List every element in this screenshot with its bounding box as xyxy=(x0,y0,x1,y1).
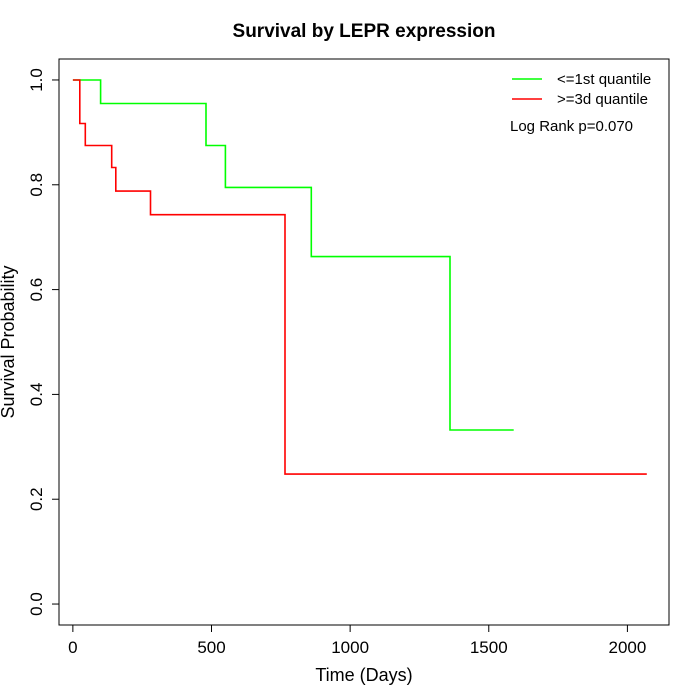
x-tick-label: 2000 xyxy=(608,638,646,657)
x-tick-label: 500 xyxy=(197,638,225,657)
y-axis-label: Survival Probability xyxy=(0,265,18,418)
x-axis-label: Time (Days) xyxy=(315,665,412,685)
series-layer xyxy=(72,79,647,475)
plot-frame xyxy=(58,58,670,626)
chart-title: Survival by LEPR expression xyxy=(233,21,496,42)
legend: <=1st quantile >=3d quantile xyxy=(512,71,651,108)
log-rank-annotation: Log Rank p=0.070 xyxy=(510,118,633,135)
y-axis: 0.0 0.2 0.4 0.6 0.8 1.0 xyxy=(27,68,60,616)
x-tick-label: 1000 xyxy=(331,638,369,657)
y-tick-label: 0.0 xyxy=(27,592,46,616)
legend-label-1: <=1st quantile xyxy=(557,71,651,88)
x-axis: 0 500 1000 1500 2000 xyxy=(68,624,646,657)
x-tick-label: 0 xyxy=(68,638,77,657)
y-tick-label: 1.0 xyxy=(27,68,46,92)
series-line-1 xyxy=(72,79,514,431)
x-tick-label: 1500 xyxy=(470,638,508,657)
y-tick-label: 0.2 xyxy=(27,487,46,511)
y-tick-label: 0.8 xyxy=(27,173,46,197)
y-tick-label: 0.6 xyxy=(27,278,46,302)
legend-label-2: >=3d quantile xyxy=(557,91,648,108)
y-tick-label: 0.4 xyxy=(27,383,46,407)
series-line-2 xyxy=(72,79,647,475)
